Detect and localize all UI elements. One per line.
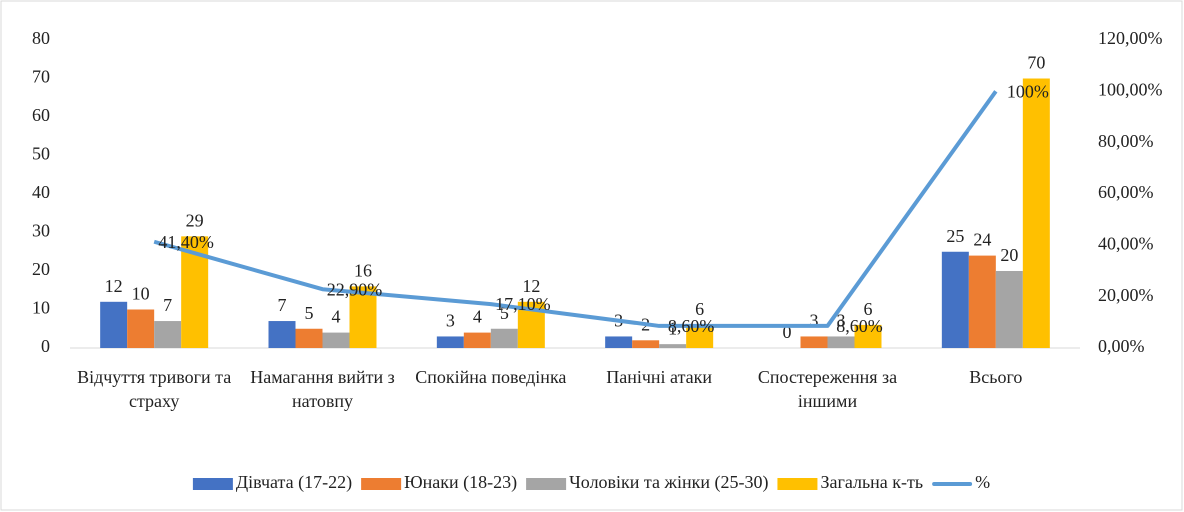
x-tick-label: Панічні атаки: [606, 367, 713, 387]
bar-value-label: 6: [695, 299, 704, 319]
bar: [268, 321, 296, 348]
legend-label: Чоловіки та жінки (25-30): [569, 472, 768, 493]
bar-value-label: 3: [446, 311, 455, 331]
y2-tick-label: 40,00%: [1098, 233, 1154, 253]
bar-value-label: 5: [305, 303, 314, 323]
bar: [349, 286, 377, 348]
x-tick-label: Відчуття тривоги та страху: [77, 367, 232, 411]
bar: [295, 328, 323, 348]
x-tick-label: Намагання вийти з натовпу: [250, 367, 395, 411]
bar: [800, 336, 828, 348]
y-tick-label: 10: [32, 298, 50, 318]
bar-value-label: 24: [973, 230, 991, 250]
line-value-label: 8,60%: [836, 316, 883, 336]
bar: [100, 301, 128, 348]
bar-value-label: 16: [354, 261, 372, 281]
y-tick-label: 80: [32, 28, 50, 48]
bar-value-label: 12: [522, 276, 540, 296]
bar: [659, 344, 687, 348]
y-tick-label: 60: [32, 105, 50, 125]
legend-swatch: [192, 478, 233, 490]
line-value-label: 22,90%: [327, 279, 383, 299]
legend-label: Загальна к-ть: [820, 472, 923, 492]
bar: [436, 336, 464, 348]
line-value-label: 8,60%: [668, 316, 715, 336]
y-tick-label: 40: [32, 182, 50, 202]
y-tick-label: 70: [32, 67, 50, 87]
bar-value-label: 6: [864, 299, 873, 319]
line-value-label: 41,40%: [158, 232, 214, 252]
legend-label: %: [975, 472, 990, 492]
legend-swatch: [526, 478, 567, 490]
bar: [827, 336, 855, 348]
bar-value-label: 20: [1000, 245, 1018, 265]
bar-value-label: 10: [132, 284, 150, 304]
bar: [686, 324, 714, 348]
bar: [854, 324, 882, 348]
bar: [127, 309, 155, 348]
x-tick-label: Спокійна поведінка: [415, 367, 567, 387]
x-tick-label: Всього: [969, 367, 1023, 387]
y-tick-label: 0: [41, 336, 50, 356]
bar-value-label: 7: [163, 295, 172, 315]
bar: [490, 328, 518, 348]
bar-value-label: 4: [473, 307, 482, 327]
x-tick-label: Спостереження за іншими: [757, 367, 898, 411]
bar-value-label: 25: [946, 226, 964, 246]
y-tick-label: 20: [32, 259, 50, 279]
bar-value-label: 5: [500, 303, 509, 323]
y-tick-label: 50: [32, 144, 50, 164]
bar-value-label: 70: [1027, 53, 1045, 73]
bar-value-label: 1: [668, 318, 677, 338]
legend-label: Юнаки (18-23): [404, 472, 517, 493]
bar-value-label: 3: [837, 311, 846, 331]
bar: [154, 321, 182, 348]
line-value-label: 17,10%: [495, 294, 551, 314]
y2-tick-label: 0,00%: [1098, 336, 1145, 356]
bar: [605, 336, 633, 348]
legend-label: Дівчата (17-22): [236, 472, 352, 493]
legend-swatch: [361, 478, 402, 490]
y2-tick-label: 120,00%: [1098, 28, 1163, 48]
legend-swatch: [777, 478, 818, 490]
bar: [941, 251, 969, 348]
bar-value-label: 29: [186, 210, 204, 230]
line: [153, 90, 998, 328]
y2-tick-label: 60,00%: [1098, 182, 1154, 202]
bar: [1022, 78, 1050, 348]
line-value-label: 100%: [1007, 81, 1049, 101]
bar-value-label: 3: [810, 311, 819, 331]
bar: [463, 332, 491, 348]
y2-tick-label: 20,00%: [1098, 285, 1154, 305]
bar: [968, 255, 996, 348]
bar-value-label: 12: [105, 276, 123, 296]
y2-tick-label: 100,00%: [1098, 79, 1163, 99]
bar: [322, 332, 350, 348]
y2-tick-label: 80,00%: [1098, 131, 1154, 151]
bar-value-label: 7: [278, 295, 287, 315]
bar-value-label: 0: [783, 322, 792, 342]
bar: [995, 271, 1023, 348]
bar-value-label: 4: [332, 307, 341, 327]
y-tick-label: 30: [32, 221, 50, 241]
bar: [632, 340, 660, 348]
